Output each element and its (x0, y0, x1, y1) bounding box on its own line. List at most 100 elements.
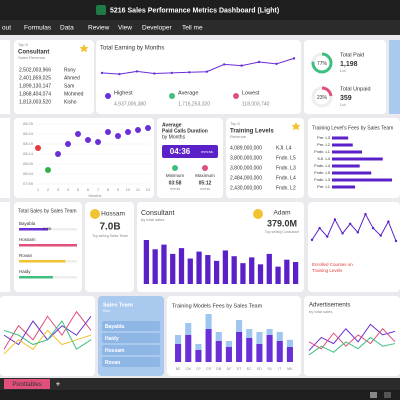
donut-label: 77% (317, 61, 328, 67)
sheet-tab[interactable] (4, 379, 50, 389)
panel (0, 202, 10, 292)
menu-item[interactable]: out (2, 25, 11, 32)
line (3, 310, 92, 350)
icon (202, 165, 208, 171)
point (318, 226, 321, 230)
bar-label: KJI. L4 (318, 156, 331, 161)
x-tick-label: 9 (117, 187, 120, 192)
dot (45, 167, 51, 173)
list-value: 3,800,000,000 (230, 155, 262, 161)
value: 05:12 (199, 180, 212, 186)
bar-label: Hossam (19, 237, 36, 242)
slicer-item-label[interactable]: Haidy (105, 336, 119, 342)
panel (0, 296, 95, 376)
dot (115, 133, 121, 139)
stat-icon (105, 93, 111, 99)
point (333, 218, 337, 221)
bar-segment (256, 332, 263, 344)
kpi-unit: mm:ss (201, 149, 213, 154)
bar-label: Fndn. L5 (314, 170, 331, 175)
menu-item[interactable]: Data (60, 25, 74, 32)
panel-subtitle: by total sales (309, 309, 332, 314)
value: 1,198 (340, 61, 358, 68)
x-tick-label: MK (287, 367, 293, 371)
bar (231, 256, 237, 284)
point (100, 71, 104, 75)
stat-value: 4,937,006,380 (114, 101, 146, 107)
point (371, 226, 375, 230)
slicer-item-label[interactable]: Rovan (105, 360, 120, 366)
x-tick-label: 11 (136, 187, 141, 192)
line (311, 212, 397, 242)
slicer-item[interactable] (102, 333, 160, 343)
sheet-tab-label[interactable]: Pivottables (12, 382, 41, 388)
dot (55, 151, 61, 157)
slicer-item[interactable] (102, 321, 160, 331)
panel (226, 118, 304, 198)
dot (35, 145, 41, 151)
bar (332, 143, 353, 147)
add-sheet[interactable]: + (56, 380, 61, 389)
bar (196, 251, 202, 284)
list-value: 2,430,000,000 (230, 185, 262, 191)
y-tick-label: 07:59 (23, 181, 34, 186)
bar (178, 248, 185, 284)
panel-title: Total Sales by Sales Team (18, 208, 77, 214)
x-tick-label: 3 (57, 187, 60, 192)
bar-segment (276, 332, 283, 341)
donut-arc (311, 52, 333, 74)
value: 03:58 (169, 180, 182, 186)
slicer-item[interactable] (102, 345, 160, 355)
bar-segment (205, 329, 212, 362)
line (308, 327, 396, 350)
point (356, 231, 360, 234)
bar (249, 257, 255, 284)
panel-title: Training Models Fees by Sales Team (172, 303, 263, 309)
view-icon[interactable] (384, 392, 391, 398)
panel-subtitle: by total sales (141, 217, 164, 222)
menu-item[interactable]: View (118, 25, 132, 32)
menu-bar (0, 20, 400, 35)
bar-segment (286, 339, 293, 347)
bar-segment (175, 335, 182, 344)
view-icon[interactable] (370, 392, 377, 398)
bar (332, 185, 356, 189)
x-tick-label: DF (227, 367, 232, 371)
y-tick-label: 08:09 (23, 161, 34, 166)
bar-segment (256, 344, 263, 362)
bar (332, 136, 349, 140)
bar-label: Pre. L3 (317, 135, 331, 140)
slicer-item-label[interactable]: Bayabla (105, 324, 124, 330)
menu-item[interactable]: Formulas (24, 25, 52, 32)
data-label: 3.5B (43, 226, 52, 231)
line (3, 320, 92, 350)
panel-title: Training Levels (230, 129, 274, 135)
x-tick-label: 5 (77, 187, 80, 192)
dot (75, 131, 81, 137)
list-name: Sam (64, 83, 74, 89)
panel (389, 40, 400, 114)
unit: Lot (340, 68, 346, 73)
star-icon (79, 44, 89, 53)
label: Total Paid (340, 52, 364, 58)
bar (161, 244, 167, 284)
panel-title: Training Level's Fees by Sales Team (312, 125, 393, 131)
panel (308, 202, 400, 292)
unit: mm:ss (170, 187, 181, 191)
unit: mm:ss (200, 187, 211, 191)
bar (332, 178, 392, 182)
bar (213, 260, 220, 284)
stat-label: Highest (114, 90, 133, 96)
slicer-item[interactable] (102, 357, 160, 367)
panel-title: Consultant (18, 50, 49, 56)
list-value: 2,484,000,000 (230, 175, 262, 181)
menu-item[interactable]: Review (88, 25, 110, 32)
point (379, 234, 382, 237)
bar-label: Pre. L2 (317, 142, 331, 147)
menu-item[interactable]: Developer (142, 25, 172, 32)
bar-segment (175, 344, 182, 362)
kpi-value: 04:36 (170, 147, 191, 156)
menu-item[interactable]: Tell me (182, 25, 203, 32)
slicer-item-label[interactable]: Hossam (105, 348, 125, 354)
stat-value: 118,003,740 (242, 101, 270, 107)
